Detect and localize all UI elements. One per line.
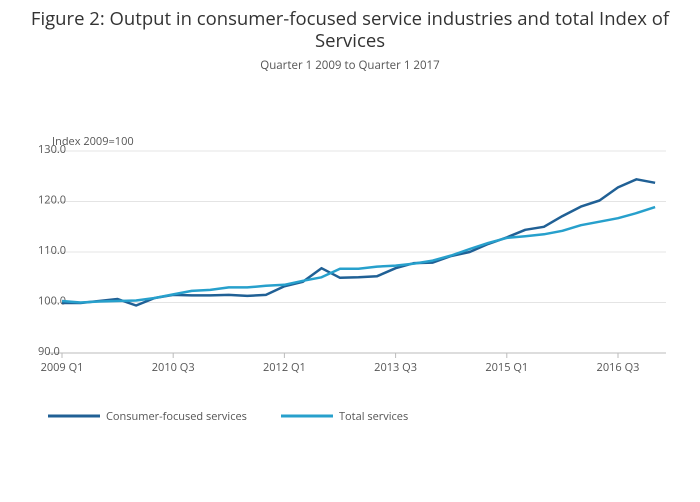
x-tick-label: 2012 Q1 <box>263 360 306 375</box>
x-tick-label: 2015 Q1 <box>485 360 528 375</box>
y-axis-label: Index 2009=100 <box>52 134 134 149</box>
y-tick-label: 90.0 <box>38 344 60 359</box>
legend-label: Consumer-focused services <box>106 409 247 424</box>
x-tick-label: 2009 Q1 <box>41 360 84 375</box>
legend-label: Total services <box>339 409 408 424</box>
chart-subtitle: Quarter 1 2009 to Quarter 1 2017 <box>260 58 440 73</box>
y-tick-label: 100.0 <box>38 293 66 308</box>
x-tick-label: 2010 Q3 <box>152 360 195 375</box>
series-line <box>62 178 656 307</box>
series-line <box>61 205 656 304</box>
y-tick-label: 120.0 <box>38 192 66 207</box>
x-tick-label: 2016 Q3 <box>597 360 640 375</box>
chart-title: Figure 2: Output in consumer-focused ser… <box>30 6 670 53</box>
x-tick-label: 2013 Q3 <box>374 360 417 375</box>
y-tick-label: 110.0 <box>38 243 66 258</box>
y-tick-label: 130.0 <box>38 142 66 157</box>
